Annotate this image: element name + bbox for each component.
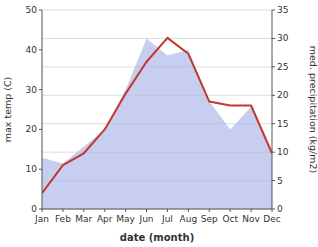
grid-line <box>42 38 272 39</box>
y-tick <box>39 129 42 130</box>
y2-tick <box>272 123 275 124</box>
x-tick <box>62 209 63 212</box>
plot-area <box>42 38 272 209</box>
x-tick-label: Jan <box>34 214 49 224</box>
x-tick-label: Dec <box>263 214 280 224</box>
grid-line <box>42 10 272 11</box>
y-tick-label: 10 <box>25 164 37 174</box>
y2-tick <box>272 180 275 181</box>
y2-tick <box>272 38 275 39</box>
area <box>42 38 272 209</box>
x-tick <box>230 209 231 212</box>
y-tick <box>39 89 42 90</box>
y2-tick <box>272 66 275 67</box>
axes: JanFebMarAprMayJunJulAugSepOctNovDec0102… <box>2 5 318 243</box>
x-tick-label: Apr <box>97 214 113 224</box>
y-tick-label: 40 <box>25 45 37 55</box>
chart: JanFebMarAprMayJunJulAugSepOctNovDec0102… <box>0 0 318 247</box>
x-tick <box>83 209 84 212</box>
y-axis-label: max temp (C) <box>2 77 13 143</box>
y-tick <box>39 10 42 11</box>
y2-tick <box>272 10 275 11</box>
y2-tick-label: 0 <box>277 204 283 214</box>
grid-line <box>42 209 272 210</box>
x-tick-label: Jun <box>139 214 154 224</box>
y2-tick-label: 15 <box>277 119 288 129</box>
x-axis-label: date (month) <box>120 232 194 243</box>
y2-tick <box>272 209 275 210</box>
y2-tick <box>272 152 275 153</box>
x-tick <box>167 209 168 212</box>
x-axis-line <box>42 209 272 210</box>
y2-tick <box>272 95 275 96</box>
x-tick-label: Sep <box>201 214 218 224</box>
y2-tick-label: 10 <box>277 147 289 157</box>
x-tick-label: Mar <box>75 214 92 224</box>
x-tick <box>125 209 126 212</box>
y-tick-label: 30 <box>25 85 37 95</box>
x-tick-label: Oct <box>222 214 238 224</box>
y2-axis-line <box>272 10 273 209</box>
x-tick-label: Aug <box>180 214 198 224</box>
x-tick <box>188 209 189 212</box>
x-tick <box>146 209 147 212</box>
y2-tick-label: 30 <box>277 33 289 43</box>
x-tick-label: Jul <box>161 214 173 224</box>
y-tick-label: 50 <box>25 5 37 15</box>
x-tick-label: Nov <box>242 214 260 224</box>
y-tick-label: 20 <box>25 124 37 134</box>
x-tick-label: May <box>116 214 135 224</box>
x-tick-label: Feb <box>55 214 71 224</box>
y-tick <box>39 169 42 170</box>
x-tick <box>209 209 210 212</box>
line <box>42 38 272 193</box>
grid <box>42 10 272 209</box>
y-tick <box>39 209 42 210</box>
x-tick <box>104 209 105 212</box>
y2-tick-label: 5 <box>277 176 283 186</box>
y-tick-label: 0 <box>31 204 37 214</box>
x-tick <box>251 209 252 212</box>
y-tick <box>39 49 42 50</box>
chart-container: JanFebMarAprMayJunJulAugSepOctNovDec0102… <box>0 0 318 247</box>
y-axis-line <box>42 10 43 209</box>
y2-tick-label: 20 <box>277 90 289 100</box>
y2-tick-label: 25 <box>277 62 288 72</box>
y2-axis-label: med. precipitation (kg/m2) <box>308 46 318 173</box>
y2-tick-label: 35 <box>277 5 288 15</box>
